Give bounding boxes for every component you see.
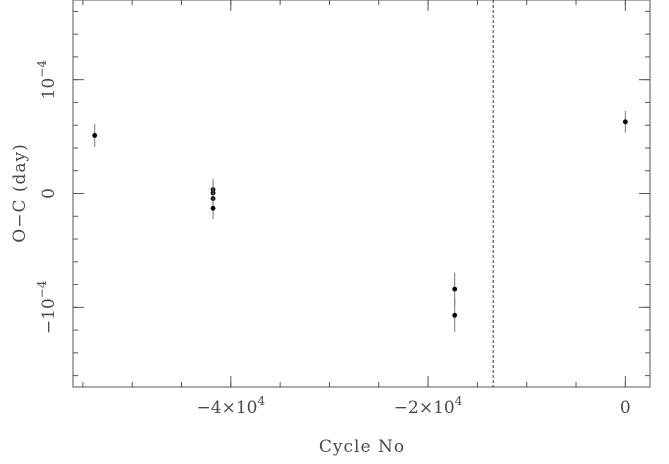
y-axis-title: O−C (day) [10, 143, 30, 242]
x-tick-labels: −4×104 −2×104 0 [197, 394, 631, 418]
x-axis-title: Cycle No [319, 437, 405, 457]
plot-frame [72, 0, 651, 388]
x-tick-label: −4×104 [197, 394, 266, 418]
data-points [92, 110, 628, 332]
major-ticks [73, 0, 650, 387]
y-tick-label: 0 [39, 188, 59, 199]
minor-ticks [73, 0, 650, 387]
x-tick-label: −2×104 [394, 394, 463, 418]
data-point [92, 133, 98, 138]
data-point [622, 119, 628, 125]
data-point [210, 205, 216, 211]
y-tick-label: 10−4 [35, 60, 59, 100]
y-tick-labels: 10−4 0 −10−4 [35, 60, 59, 334]
data-point [452, 312, 458, 318]
y-tick-label: −10−4 [35, 280, 59, 334]
x-tick-label: 0 [620, 398, 631, 418]
data-point [452, 286, 458, 292]
